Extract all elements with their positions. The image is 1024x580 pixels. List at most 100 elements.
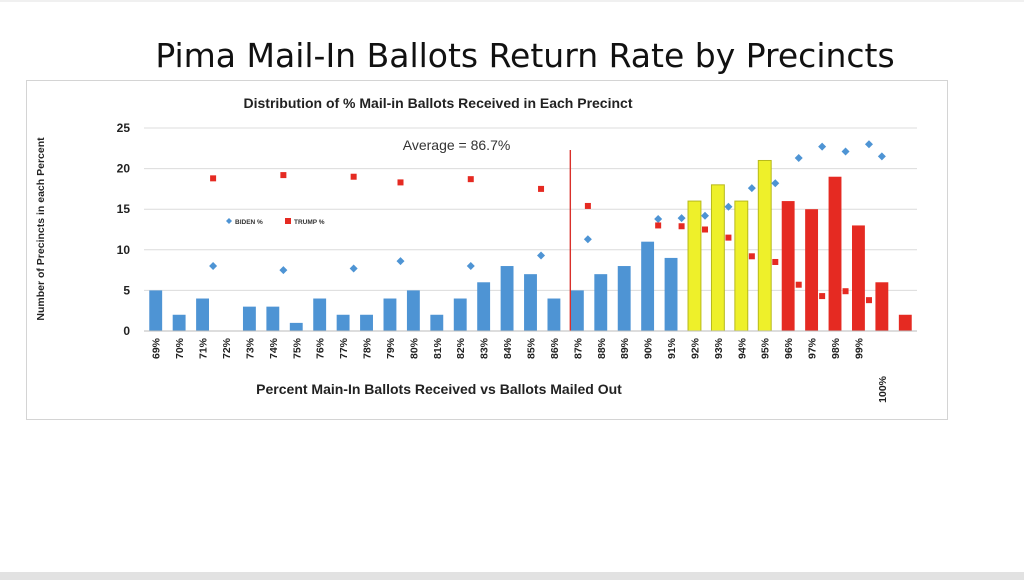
trump-point	[725, 234, 732, 241]
bar	[757, 159, 772, 332]
bar	[336, 314, 350, 331]
bar	[664, 257, 678, 331]
trump-point	[280, 172, 287, 179]
x-tick-label: 70%	[174, 337, 186, 359]
y-tick-label: 10	[117, 243, 131, 257]
top-rule	[0, 0, 1024, 2]
x-tick-label: 89%	[619, 337, 631, 359]
bar	[734, 200, 749, 332]
biden-point	[537, 251, 546, 260]
x-tick-label: 92%	[689, 337, 701, 359]
bar	[524, 274, 537, 331]
bar	[547, 298, 561, 331]
x-tick-label: 84%	[502, 337, 514, 359]
chart-title: Distribution of % Mail-in Ballots Receiv…	[244, 95, 633, 111]
gridlines	[144, 127, 917, 291]
average-label: Average = 86.7%	[403, 137, 511, 153]
bar	[594, 274, 608, 331]
legend-trump-marker	[285, 218, 291, 224]
y-tick-label: 5	[123, 283, 130, 297]
legend: BIDEN % TRUMP %	[226, 218, 325, 226]
x-tick-label: 71%	[198, 337, 210, 359]
bar	[383, 298, 397, 331]
x-tick-label: 74%	[268, 337, 280, 359]
x-tick-label: 93%	[713, 337, 725, 359]
bar	[875, 282, 889, 331]
bar	[242, 306, 256, 331]
x-tick-label: 73%	[244, 337, 256, 359]
biden-point	[349, 264, 358, 273]
x-tick-label: 100%	[877, 375, 889, 403]
biden-point	[794, 154, 803, 163]
bar	[266, 306, 280, 331]
trump-point	[865, 297, 872, 304]
x-tick-label: 81%	[432, 337, 444, 359]
x-tick-label: 78%	[362, 337, 374, 359]
x-tick-label: 96%	[783, 337, 795, 359]
bar	[453, 298, 467, 331]
x-tick-label: 72%	[221, 337, 233, 359]
x-tick-label: 69%	[151, 337, 163, 359]
x-tick-label: 77%	[338, 337, 350, 359]
x-tick-label: 91%	[666, 337, 678, 359]
bars	[149, 159, 912, 332]
x-tick-label: 83%	[479, 337, 491, 359]
trump-point	[702, 226, 709, 233]
bar	[781, 201, 795, 331]
x-tick-label: 85%	[526, 337, 538, 359]
bar	[617, 266, 631, 331]
trump-point	[795, 281, 802, 288]
legend-biden-marker	[226, 218, 232, 224]
trump-point	[538, 185, 545, 192]
bar	[805, 209, 819, 331]
x-tick-label: 94%	[736, 337, 748, 359]
bar	[477, 282, 491, 331]
biden-point	[583, 235, 592, 244]
bar	[430, 314, 444, 331]
x-axis-label: Percent Main-In Ballots Received vs Ball…	[256, 381, 622, 397]
bar	[687, 200, 702, 332]
average-marker: Average = 86.7%	[403, 137, 572, 331]
biden-point	[818, 142, 827, 151]
trump-point	[678, 223, 685, 230]
x-tick-label: 76%	[315, 337, 327, 359]
bar	[500, 266, 514, 331]
biden-point	[841, 147, 850, 156]
x-tick-label: 98%	[830, 337, 842, 359]
slide-title: Pima Mail-In Ballots Return Rate by Prec…	[155, 36, 895, 75]
axes: 0 5 10 15 20 25 69% 70% 71% 72% 73% 74% 75% 76% 77% 78%…	[117, 121, 917, 403]
bar	[172, 314, 186, 331]
x-tick-label: 80%	[408, 337, 420, 359]
x-tick-label: 90%	[643, 337, 655, 359]
x-tick-label: 97%	[807, 337, 819, 359]
trump-point	[772, 258, 779, 265]
bar	[710, 184, 725, 332]
x-tick-label: 82%	[455, 337, 467, 359]
biden-point	[747, 184, 756, 193]
biden-point	[877, 152, 886, 161]
biden-point	[701, 211, 710, 220]
biden-point	[724, 202, 733, 211]
y-tick-label: 20	[117, 162, 131, 176]
biden-point	[654, 214, 663, 223]
trump-point	[878, 284, 885, 291]
bar	[851, 225, 865, 331]
trump-point	[210, 175, 217, 182]
trump-point	[842, 288, 849, 295]
bar	[570, 290, 584, 331]
legend-biden-label: BIDEN %	[235, 219, 263, 226]
biden-point	[771, 179, 780, 188]
trump-point	[748, 253, 755, 260]
bar	[289, 322, 303, 331]
trump-point	[584, 202, 591, 209]
x-tick-label: 86%	[549, 337, 561, 359]
y-axis-label: Number of Precincts in each Percent	[35, 137, 47, 321]
series-markers	[209, 140, 886, 304]
y-tick-label: 15	[117, 202, 131, 216]
bar	[313, 298, 327, 331]
x-tick-label: 75%	[291, 337, 303, 359]
biden-point	[396, 257, 405, 266]
bar	[360, 314, 373, 331]
biden-point	[279, 266, 288, 275]
x-tick-label: 87%	[572, 337, 584, 359]
